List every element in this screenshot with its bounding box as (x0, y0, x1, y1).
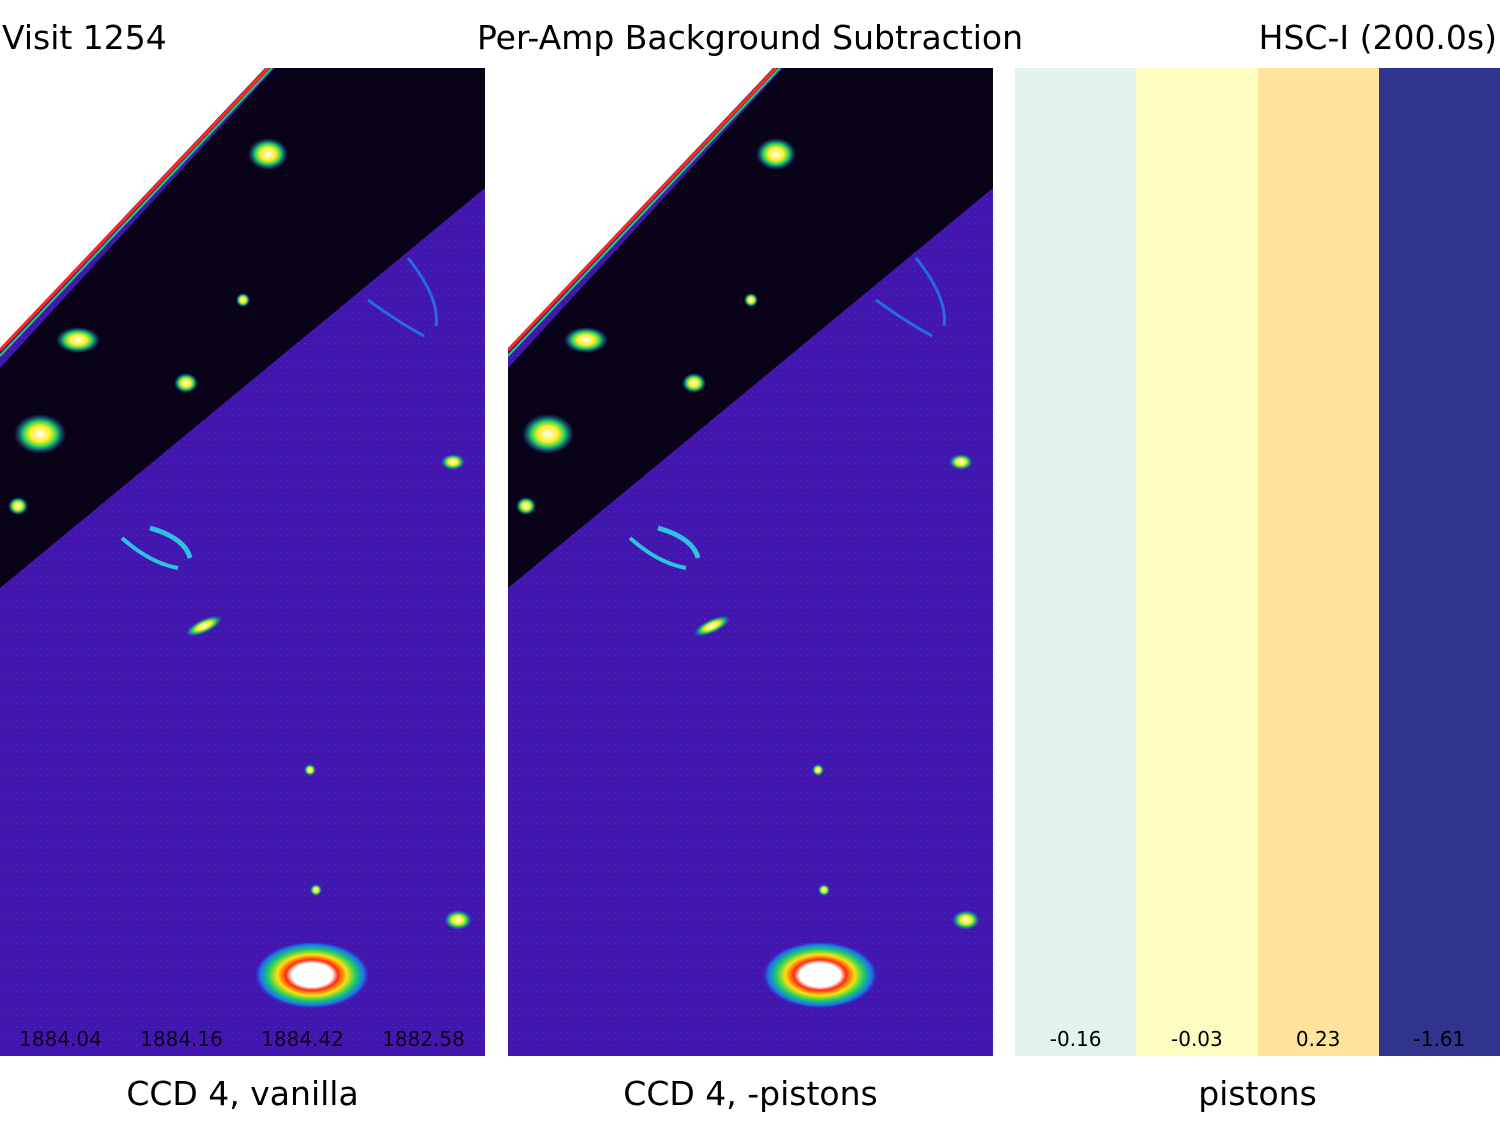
ccd-image-vanilla: 1884.04 1884.16 1884.42 1882.58 (0, 68, 485, 1056)
piston-value-amp-2: -0.03 (1171, 1027, 1223, 1051)
amp-3-value: 1884.42 (261, 1027, 344, 1051)
piston-strip-amp-2: -0.03 (1136, 68, 1258, 1056)
ccd-image-minus-pistons (508, 68, 993, 1056)
figure-title: Per-Amp Background Subtraction (476, 18, 1024, 57)
caption-minus-pistons: CCD 4, -pistons (623, 1074, 878, 1113)
pistons-panel: -0.16 -0.03 0.23 -1.61 (1015, 68, 1500, 1056)
piston-value-amp-3: 0.23 (1295, 1027, 1341, 1051)
piston-value-amp-1: -0.16 (1049, 1027, 1102, 1051)
caption-vanilla: CCD 4, vanilla (126, 1074, 359, 1113)
ccd-image-vanilla-render (0, 68, 485, 1056)
piston-strip-amp-4: -1.61 (1378, 68, 1500, 1056)
ccd-image-minus-pistons-render (508, 68, 993, 1056)
amp-4-value: 1882.58 (382, 1027, 465, 1051)
visit-label: Visit 1254 (2, 18, 167, 57)
piston-strip-amp-3: 0.23 (1257, 68, 1379, 1056)
piston-value-amp-4: -1.61 (1413, 1027, 1466, 1051)
amp-1-value: 1884.04 (19, 1027, 102, 1051)
filter-exposure-label: HSC-I (200.0s) (1258, 18, 1497, 57)
piston-strip-amp-1: -0.16 (1015, 68, 1137, 1056)
amp-2-value: 1884.16 (140, 1027, 223, 1051)
caption-pistons: pistons (1198, 1074, 1317, 1113)
